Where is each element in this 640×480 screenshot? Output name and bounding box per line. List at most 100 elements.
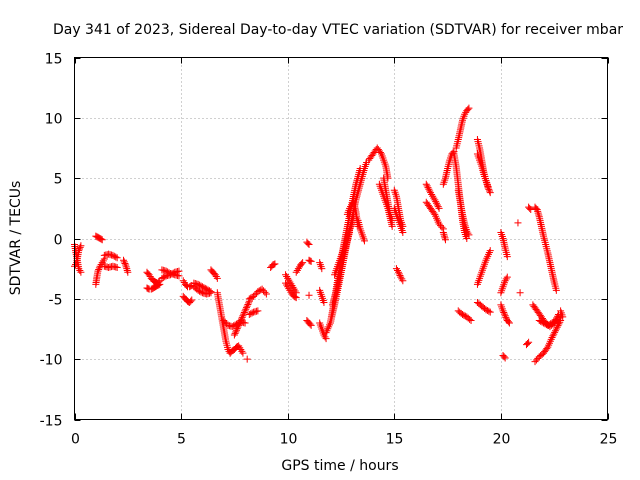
data-point [289,283,297,291]
data-point [98,259,106,267]
data-point [535,211,543,219]
data-point [533,206,541,214]
data-point [306,320,314,328]
data-point [245,311,253,319]
data-point [112,253,120,261]
data-point [175,272,183,280]
data-point [123,266,131,274]
data-point [422,180,430,188]
data-point [109,251,117,259]
data-point [460,311,468,319]
data-point [261,288,269,296]
data-point [98,236,106,244]
data-point [537,317,545,325]
data-point [299,259,307,267]
chart-title: Day 341 of 2023, Sidereal Day-to-day VTE… [53,22,623,38]
data-point [270,260,278,268]
data-point [524,339,532,347]
data-point [240,309,248,317]
data-point [230,331,238,339]
data-point [113,254,121,262]
data-point [441,234,449,242]
data-point [502,313,510,321]
data-point [158,274,166,282]
data-point [425,185,433,193]
data-point [290,285,298,293]
data-point [283,273,291,281]
data-point [559,313,567,321]
data-point [500,353,508,361]
data-point [432,198,440,206]
data-point [285,285,293,293]
data-point [482,306,490,314]
data-point [544,321,552,329]
data-point [294,265,302,273]
data-point [77,268,85,276]
x-tick-label: 15 [386,432,404,448]
y-axis-label: SDTVAR / TECUs [8,181,24,296]
data-point [463,235,471,242]
data-point [245,299,253,307]
data-point [307,257,315,265]
data-point [241,307,249,315]
data-point [293,266,301,274]
data-point [465,231,473,239]
data-point [535,317,543,325]
data-point [284,274,292,282]
data-point [271,260,279,268]
data-point [260,287,268,295]
data-point [122,261,130,269]
data-point [123,265,131,273]
data-point [245,295,253,303]
data-point [461,110,469,118]
data-point [200,284,208,292]
data-point [423,182,431,190]
data-point [238,315,246,323]
data-point [424,184,432,192]
data-point [397,273,405,281]
data-point [162,267,170,275]
data-point [503,273,511,281]
data-point [250,292,258,300]
data-point [242,304,250,312]
data-point [291,293,299,301]
data-point [436,222,444,230]
data-point [461,222,469,230]
data-point [554,322,562,330]
data-point [248,309,256,317]
data-point [540,319,548,327]
data-point [257,286,265,294]
data-point [393,266,401,274]
data-point [286,278,294,286]
data-point [322,335,330,343]
data-point [486,247,494,255]
data-point [438,223,446,231]
data-point [204,286,212,294]
data-point [538,318,546,326]
data-point [545,321,553,329]
data-point [207,288,215,296]
data-point [486,308,494,316]
data-point [439,228,447,236]
data-point [551,328,559,336]
data-point [360,237,368,245]
data-point [236,344,244,352]
data-points [71,104,567,366]
data-point [464,105,472,113]
data-point [356,165,364,173]
data-point [434,203,442,211]
data-point [161,273,169,281]
data-point [499,307,507,315]
data-point [159,274,167,282]
data-point [399,228,407,236]
data-point [220,317,228,325]
data-point [97,260,105,268]
y-tick-label: -10 [40,353,63,369]
x-tick-label: 10 [280,432,298,448]
data-point [483,306,491,314]
data-point [76,243,84,251]
data-point [203,285,211,293]
data-point [262,290,270,298]
x-tick-label: 20 [493,432,511,448]
data-point [97,235,105,243]
